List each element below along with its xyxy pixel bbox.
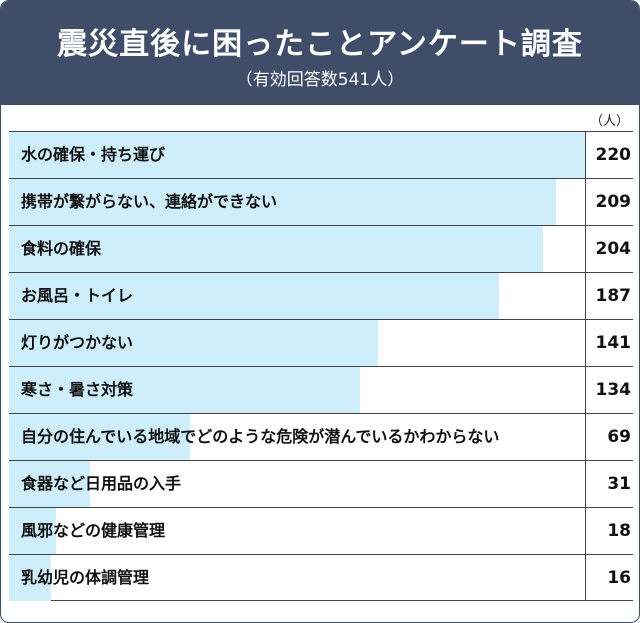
category-label: 灯りがつかない (21, 333, 134, 352)
unit-label: （人） (589, 114, 629, 129)
bar (9, 320, 378, 366)
bar (9, 555, 51, 601)
chart-row: 乳幼児の体調管理 16 (9, 554, 633, 601)
chart-row: 灯りがつかない 141 (9, 319, 633, 366)
chart-subtitle: （有効回答数541人） (235, 70, 405, 90)
category-label: 食料の確保 (21, 239, 102, 258)
chart-row: 食器など日用品の入手 31 (9, 460, 633, 507)
value-label: 204 (585, 226, 633, 272)
bar (9, 508, 56, 554)
category-label: 携帯が繋がらない、連絡ができない (21, 192, 278, 211)
bar-table: 水の確保・持ち運び 220 携帯が繋がらない、連絡ができない 209 食料の確保 204 お… (9, 131, 633, 603)
value-label: 187 (585, 273, 633, 319)
chart-row: 寒さ・暑さ対策 134 (9, 366, 633, 413)
category-label: 乳幼児の体調管理 (21, 568, 150, 587)
bar (9, 179, 556, 225)
bar (9, 132, 585, 178)
bar (9, 226, 543, 272)
value-label: 16 (585, 555, 633, 601)
chart-row: お風呂・トイレ 187 (9, 272, 633, 319)
chart-row: 携帯が繋がらない、連絡ができない 209 (9, 178, 633, 225)
category-label: 自分の住んでいる地域でどのような危険が潜んでいるかわからない (21, 427, 500, 446)
bar (9, 461, 90, 507)
category-label: 寒さ・暑さ対策 (21, 380, 134, 399)
value-label: 69 (585, 414, 633, 460)
chart-title: 震災直後に困ったことアンケート調査 (57, 27, 583, 62)
category-label: お風呂・トイレ (21, 286, 134, 305)
value-label: 220 (585, 132, 633, 178)
value-label: 134 (585, 367, 633, 413)
category-label: 風邪などの健康管理 (21, 521, 166, 540)
chart-row: 食料の確保 204 (9, 225, 633, 272)
value-label: 209 (585, 179, 633, 225)
category-label: 食器など日用品の入手 (21, 474, 182, 493)
category-label: 水の確保・持ち運び (21, 145, 166, 164)
chart-header: 震災直後に困ったことアンケート調査 （有効回答数541人） (1, 1, 639, 105)
bar (9, 273, 499, 319)
chart-row: 自分の住んでいる地域でどのような危険が潜んでいるかわからない 69 (9, 413, 633, 460)
chart-row: 水の確保・持ち運び 220 (9, 131, 633, 178)
bar (9, 367, 360, 413)
bar (9, 414, 190, 460)
value-label: 18 (585, 508, 633, 554)
value-label: 141 (585, 320, 633, 366)
chart-row: 風邪などの健康管理 18 (9, 507, 633, 554)
value-label: 31 (585, 461, 633, 507)
